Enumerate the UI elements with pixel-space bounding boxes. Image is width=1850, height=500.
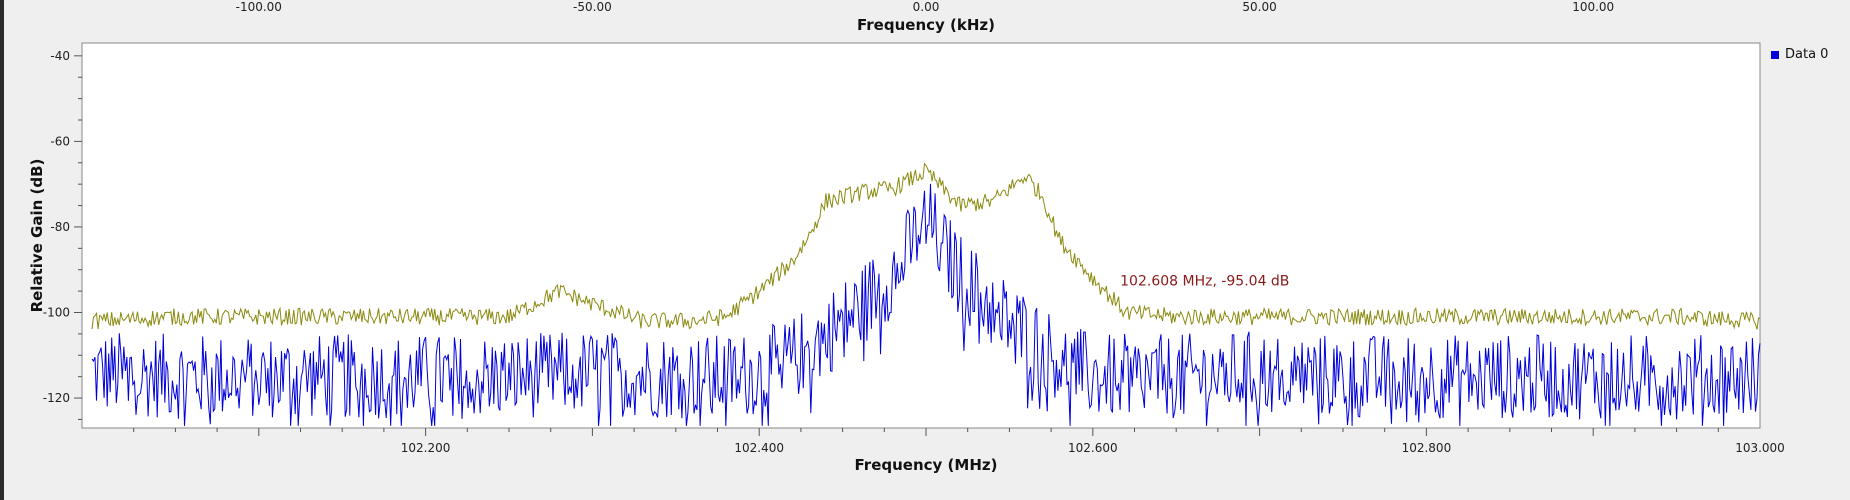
max-hold-trace-line: [91, 162, 1761, 330]
top-axis-title: Frequency (kHz): [857, 16, 995, 34]
live-trace-line: [91, 183, 1761, 426]
y-tick-label: -80: [50, 220, 70, 234]
top-tick-label: 0.00: [913, 0, 940, 14]
legend[interactable]: Data 0: [1771, 47, 1828, 62]
y-axis-title: Relative Gain (dB): [28, 159, 46, 313]
x-axis-title: Frequency (MHz): [855, 456, 998, 474]
y-tick-label: -120: [43, 391, 70, 405]
x-tick-label: 102.200: [401, 441, 451, 455]
y-tick-label: -60: [50, 134, 70, 148]
y-axis-ticks: -40 -60 -80 -100 -120: [43, 49, 82, 420]
x-tick-label: 102.400: [734, 441, 784, 455]
series-layer: [91, 162, 1761, 426]
legend-label: Data 0: [1785, 47, 1829, 62]
y-tick-label: -40: [50, 49, 70, 63]
x-tick-label: 102.600: [1068, 441, 1118, 455]
top-tick-label: -50.00: [573, 0, 612, 14]
marker-annotation: 102.608 MHz, -95.04 dB: [1120, 273, 1289, 289]
window-edge: [0, 0, 4, 500]
x-tick-label: 102.800: [1402, 441, 1452, 455]
x-tick-label: 103.000: [1735, 441, 1785, 455]
x-axis-ticks: 102.200 102.400 102.600 102.800 103.000: [133, 428, 1785, 455]
top-tick-label: 50.00: [1242, 0, 1276, 14]
y-tick-label: -100: [43, 306, 70, 320]
legend-swatch: [1771, 50, 1779, 59]
top-tick-label: 100.00: [1572, 0, 1614, 14]
top-tick-label: -100.00: [236, 0, 282, 14]
top-axis-ticks: -100.00 -50.00 0.00 50.00 100.00: [236, 0, 1615, 14]
